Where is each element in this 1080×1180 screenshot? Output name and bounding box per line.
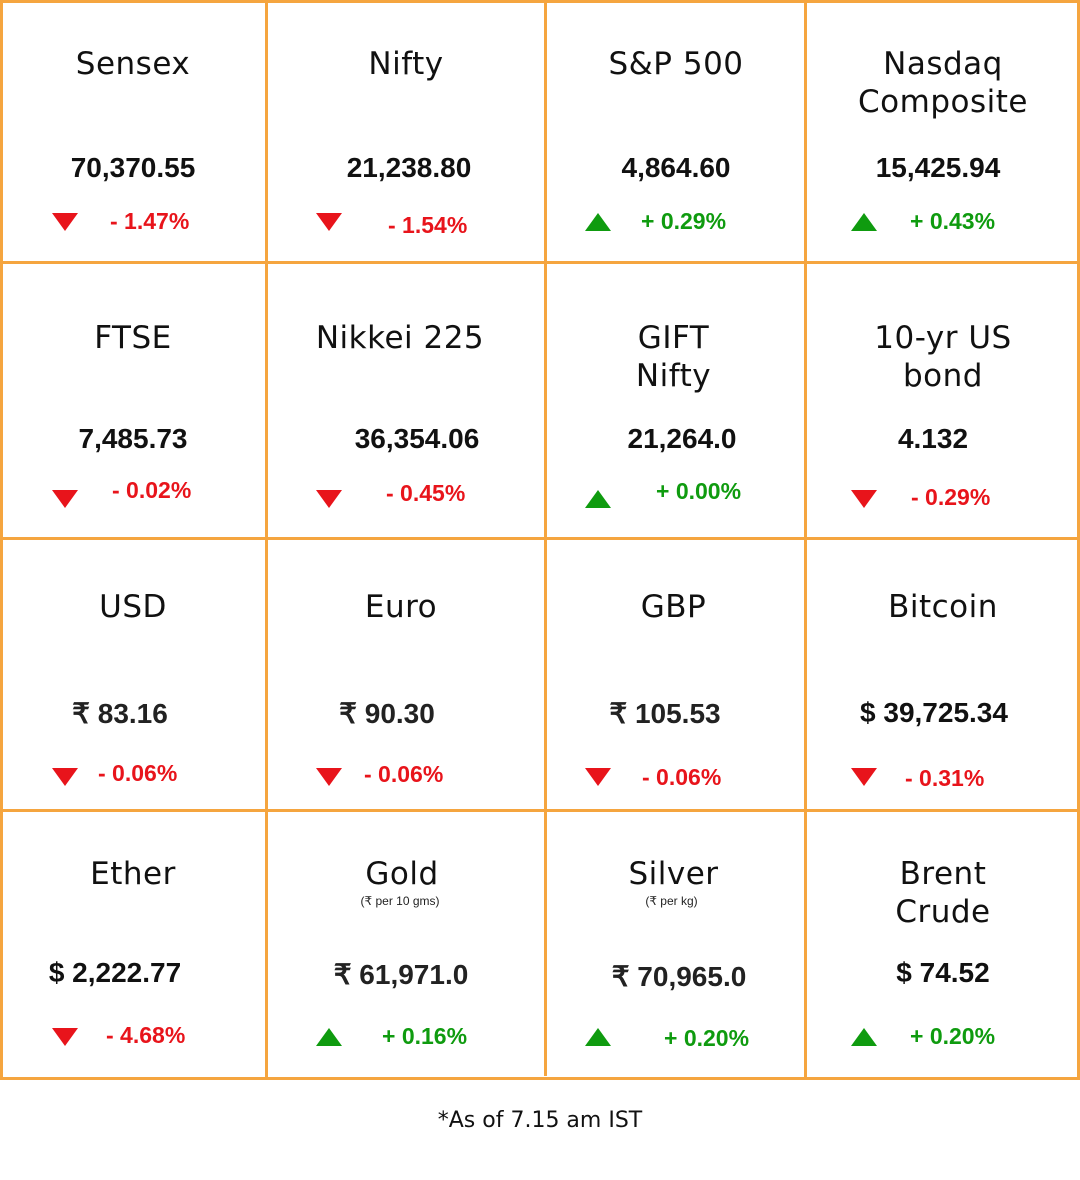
market-tile-ether: Ether $ 2,222.77 - 4.68% bbox=[0, 812, 266, 1082]
up-arrow-icon bbox=[585, 490, 611, 508]
market-value: 70,370.55 bbox=[70, 152, 196, 183]
market-tile-us-bond: 10-yr US bond 4.132 - 0.29% bbox=[806, 264, 1080, 534]
timestamp-footnote: *As of 7.15 am IST bbox=[437, 1108, 643, 1133]
market-tile-gold: Gold (₹ per 10 gms) ₹ 61,971.0 + 0.16% bbox=[266, 812, 546, 1082]
market-name: Brent Crude bbox=[895, 856, 991, 930]
market-change: - 0.02% bbox=[112, 477, 192, 503]
market-tile-nasdaq: Nasdaq Composite 15,425.94 + 0.43% bbox=[806, 0, 1080, 270]
market-change: - 0.45% bbox=[386, 480, 466, 506]
market-tile-sp500: S&P 500 4,864.60 + 0.29% bbox=[546, 0, 806, 270]
up-arrow-icon bbox=[851, 1028, 877, 1046]
market-tile-brent-crude: Brent Crude $ 74.52 + 0.20% bbox=[806, 812, 1080, 1082]
market-tile-sensex: Sensex 70,370.55 - 1.47% bbox=[0, 0, 266, 270]
market-value: $ 2,222.77 bbox=[48, 957, 182, 988]
market-change: - 0.06% bbox=[642, 764, 722, 790]
down-arrow-icon bbox=[52, 213, 78, 231]
market-value: 4.132 bbox=[897, 423, 969, 454]
market-change: - 1.54% bbox=[388, 212, 468, 238]
grid-line bbox=[0, 0, 3, 1080]
up-arrow-icon bbox=[851, 213, 877, 231]
market-tile-silver: Silver (₹ per kg) ₹ 70,965.0 + 0.20% bbox=[546, 812, 806, 1082]
market-change: + 0.29% bbox=[641, 208, 727, 234]
market-value: ₹ 70,965.0 bbox=[611, 961, 747, 992]
market-value: 21,264.0 bbox=[627, 423, 737, 454]
market-value: ₹ 83.16 bbox=[72, 698, 168, 729]
down-arrow-icon bbox=[851, 768, 877, 786]
market-change: - 0.06% bbox=[364, 761, 444, 787]
market-name: USD bbox=[99, 589, 167, 625]
market-change: - 4.68% bbox=[106, 1022, 186, 1048]
market-value: ₹ 90.30 bbox=[339, 698, 435, 729]
down-arrow-icon bbox=[52, 490, 78, 508]
market-name: Silver bbox=[628, 856, 719, 892]
market-name: 10-yr US bond bbox=[874, 320, 1012, 394]
grid-line bbox=[804, 0, 807, 1080]
grid-line bbox=[0, 809, 1080, 812]
market-change: + 0.16% bbox=[382, 1023, 468, 1049]
market-value: ₹ 61,971.0 bbox=[333, 959, 469, 990]
up-arrow-icon bbox=[585, 1028, 611, 1046]
market-value: 15,425.94 bbox=[875, 152, 1001, 183]
market-value: ₹ 105.53 bbox=[609, 698, 721, 729]
market-change: - 0.31% bbox=[905, 765, 985, 791]
market-name: Gold bbox=[365, 856, 439, 892]
market-tile-ftse: FTSE 7,485.73 - 0.02% bbox=[0, 264, 266, 534]
market-tile-euro: Euro ₹ 90.30 - 0.06% bbox=[266, 540, 546, 810]
market-tile-gift-nifty: GIFT Nifty 21,264.0 + 0.00% bbox=[546, 264, 806, 534]
down-arrow-icon bbox=[851, 490, 877, 508]
up-arrow-icon bbox=[585, 213, 611, 231]
market-change: - 0.06% bbox=[98, 760, 178, 786]
market-name: Nikkei 225 bbox=[315, 320, 485, 356]
market-grid: Sensex 70,370.55 - 1.47% Nifty 21,238.80… bbox=[0, 0, 1080, 1080]
grid-line bbox=[0, 261, 1080, 264]
market-change: + 0.20% bbox=[910, 1023, 996, 1049]
market-tile-bitcoin: Bitcoin $ 39,725.34 - 0.31% bbox=[806, 540, 1080, 810]
market-unit: (₹ per kg) bbox=[645, 894, 698, 908]
up-arrow-icon bbox=[316, 1028, 342, 1046]
market-change: + 0.43% bbox=[910, 208, 996, 234]
grid-line bbox=[1077, 0, 1080, 1080]
market-change: + 0.20% bbox=[664, 1025, 750, 1051]
market-change: + 0.00% bbox=[656, 478, 742, 504]
market-value: $ 39,725.34 bbox=[860, 697, 1008, 728]
market-value: $ 74.52 bbox=[896, 957, 990, 988]
down-arrow-icon bbox=[52, 768, 78, 786]
market-tile-nikkei: Nikkei 225 36,354.06 - 0.45% bbox=[266, 264, 546, 534]
grid-line bbox=[544, 0, 547, 1076]
market-name: Nifty bbox=[368, 46, 444, 82]
market-name: FTSE bbox=[94, 320, 172, 356]
market-name: S&P 500 bbox=[608, 46, 744, 82]
market-tile-nifty: Nifty 21,238.80 - 1.54% bbox=[266, 0, 546, 270]
market-tile-usd: USD ₹ 83.16 - 0.06% bbox=[0, 540, 266, 810]
market-name: Ether bbox=[90, 856, 176, 892]
grid-line bbox=[0, 537, 1080, 540]
market-value: 7,485.73 bbox=[78, 423, 188, 454]
market-value: 36,354.06 bbox=[354, 423, 480, 454]
market-name: Bitcoin bbox=[888, 589, 998, 625]
grid-line bbox=[0, 0, 1080, 3]
market-name: Nasdaq Composite bbox=[858, 46, 1028, 120]
grid-line bbox=[265, 0, 268, 1080]
market-tile-gbp: GBP ₹ 105.53 - 0.06% bbox=[546, 540, 806, 810]
market-change: - 1.47% bbox=[110, 208, 190, 234]
market-name: Euro bbox=[364, 589, 438, 625]
market-value: 4,864.60 bbox=[621, 152, 731, 183]
market-name: GIFT Nifty bbox=[635, 320, 712, 394]
market-value: 21,238.80 bbox=[346, 152, 472, 183]
down-arrow-icon bbox=[52, 1028, 78, 1046]
down-arrow-icon bbox=[316, 213, 342, 231]
market-unit: (₹ per 10 gms) bbox=[360, 894, 440, 908]
market-name: Sensex bbox=[75, 46, 191, 82]
down-arrow-icon bbox=[585, 768, 611, 786]
grid-line bbox=[0, 1077, 1080, 1080]
market-name: GBP bbox=[640, 589, 707, 625]
market-change: - 0.29% bbox=[911, 484, 991, 510]
down-arrow-icon bbox=[316, 490, 342, 508]
down-arrow-icon bbox=[316, 768, 342, 786]
